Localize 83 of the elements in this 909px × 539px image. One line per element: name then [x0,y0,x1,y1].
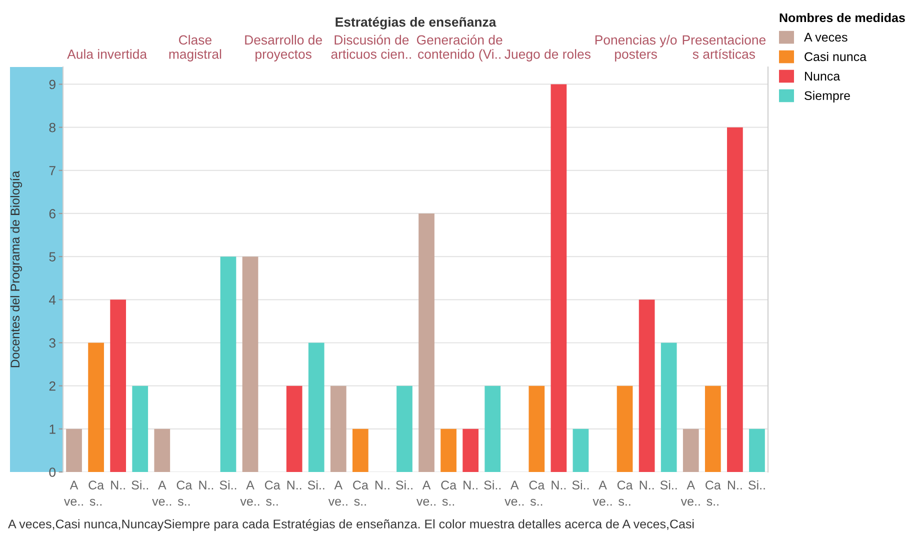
bar [638,300,655,472]
x-axis-title: Estratégias de enseñanza [336,16,496,30]
text: Ca s.. [529,480,545,506]
text: Si.. [484,480,500,490]
text: N.. [728,480,742,490]
bar [330,386,346,472]
text: Si.. [572,480,589,490]
text: Ca s.. [441,480,457,506]
bar [727,127,743,472]
text: Si.. [660,480,677,490]
bar [286,386,302,472]
text: Si.. [132,480,148,490]
text: A ve.. [680,480,700,506]
x-tick-label: Aula invertida [67,49,148,59]
bar [66,428,82,472]
text: A veces,Casi nunca,NuncaySiempre para cada Estratégias de enseñanza. El color muestra detalles acerca de A veces,Casi [8,519,694,531]
text: N.. [111,480,125,490]
text: Ca s.. [264,480,280,506]
legend-label: Nunca [805,72,840,81]
x-tick-label: Generación de contenido (Vi.. [416,34,502,62]
text: A ve.. [152,480,172,506]
text: N.. [464,480,478,490]
text: Si.. [748,480,765,490]
text: A ve.. [592,480,612,506]
y-tick-label: 7 [49,166,56,176]
text: A ve.. [416,480,436,506]
bar [308,342,324,472]
text: A ve.. [504,480,524,506]
x-tick-label: Discusión de articuos cien.. [331,34,411,59]
bar [110,300,126,472]
text: N.. [640,480,654,490]
y-tick-label: 6 [49,209,56,218]
bar [88,342,104,472]
bar [572,428,589,472]
bar [528,386,545,472]
bar [660,342,677,472]
bar [749,428,765,472]
bar [352,428,368,472]
y-axis-title: Docentes del Programa de Biología [10,170,22,368]
text: Si.. [220,480,236,490]
x-tick-label: Ponencias y/o posters [595,34,677,62]
legend-label: A veces [804,32,848,42]
bar [396,386,412,472]
x-tick-label: Clase magistral [169,34,222,62]
y-tick-label: 8 [49,122,56,132]
text: Si.. [396,480,412,490]
bar [132,386,148,472]
y-tick-label: 4 [49,295,56,304]
bar [682,428,699,472]
text: N.. [199,480,214,490]
bar [550,84,567,472]
bar [220,256,236,472]
legend-label: Siempre [804,90,850,103]
legend-label: Casi nunca [804,52,867,62]
y-tick-label: 2 [49,381,56,391]
text: Ca s.. [88,480,104,506]
y-tick-label: 5 [49,252,56,262]
text: A ve.. [328,480,348,506]
bar [462,428,479,472]
x-tick-label: Juego de roles [504,49,590,62]
text: Ca s.. [353,480,368,506]
text: N.. [287,480,302,490]
text: Si.. [308,480,324,490]
x-tick-label: Desarrollo de proyectos [245,34,322,62]
text: N.. [375,480,390,490]
text: Ca s.. [617,480,633,506]
bar [704,386,721,472]
text: Ca s.. [176,480,192,506]
text: A ve.. [64,480,83,506]
bar [484,386,501,472]
bar [616,386,633,472]
legend-title: Nombres de medidas [780,13,905,22]
text: A ve.. [240,480,260,506]
x-tick-label: Presentacione s artísticas [682,34,766,59]
bar [242,256,258,472]
y-tick-label: 3 [49,338,56,348]
bar [440,428,456,472]
bar [154,428,170,472]
text: Ca s.. [706,480,721,506]
text: N.. [552,480,566,490]
y-tick-label: 9 [49,80,56,90]
y-tick-label: 1 [50,424,56,434]
bar [418,213,434,472]
